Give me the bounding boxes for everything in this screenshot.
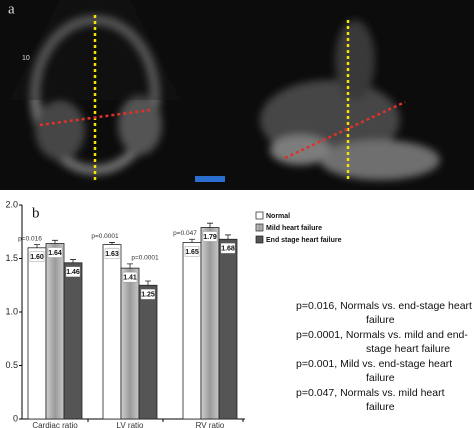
y-tick-label: 0 — [13, 413, 18, 423]
scale-label: 10 — [22, 55, 30, 62]
value-label-box — [140, 289, 156, 300]
legend: Normal Mild heart failure End stage heart … — [255, 211, 342, 244]
legend-label: Mild heart failure — [266, 225, 322, 232]
value-label-box — [29, 251, 45, 263]
bar — [182, 242, 202, 420]
note: p=0.047, Normals vs. mild heart failure — [296, 387, 445, 413]
value-label-box — [47, 247, 63, 258]
value-label-box — [202, 231, 218, 242]
error-bar — [70, 259, 76, 263]
bar — [102, 244, 122, 420]
notes: p=0.016, Normals vs. end-stage heart fai… — [296, 300, 472, 416]
bar — [200, 227, 220, 420]
value-label: 1.68 — [221, 246, 235, 253]
bar — [63, 262, 83, 420]
p-value: p=0.0001 — [131, 255, 159, 262]
value-label: 1.64 — [48, 250, 62, 257]
value-label: 1.60 — [30, 254, 44, 261]
ultrasound-image: a 10 — [0, 0, 474, 190]
error-bar — [127, 263, 133, 269]
y-tick-label: 1.5 — [5, 253, 18, 263]
error-bar — [225, 234, 231, 240]
x-tick-label: LV ratio — [117, 421, 145, 428]
value-label: 1.25 — [141, 292, 155, 299]
error-bar — [207, 222, 213, 228]
p-value: p=0.016 — [18, 235, 42, 242]
value-label-box — [104, 248, 120, 259]
error-bar — [34, 244, 40, 248]
legend-swatch — [255, 211, 264, 220]
legend-label: Normal — [266, 213, 290, 220]
bar — [218, 238, 238, 420]
bar — [120, 267, 140, 420]
value-label-box — [122, 271, 138, 283]
x-tick-label: Cardiac ratio — [32, 421, 78, 428]
value-label: 1.65 — [185, 249, 199, 256]
note: p=0.001, Mild vs. end-stage heart failur… — [296, 358, 453, 384]
panel-label: b — [32, 205, 40, 221]
note: p=0.0001, Normals vs. mild and end-stage… — [296, 329, 468, 355]
value-label-box — [65, 266, 81, 277]
value-label: 1.63 — [105, 251, 119, 258]
value-label: 1.41 — [123, 274, 137, 281]
panel-label: a — [8, 1, 15, 17]
y-tick-label: 0.5 — [5, 360, 18, 370]
bar — [27, 247, 47, 420]
value-label-box — [220, 243, 236, 254]
bar — [45, 243, 65, 420]
x-tick-label: RV ratio — [196, 421, 225, 428]
y-tick-label: 2.0 — [5, 199, 18, 209]
error-bar — [109, 242, 115, 245]
error-bar — [189, 238, 195, 243]
p-value: p=0.0001 — [91, 233, 119, 240]
legend-label: End stage heart failure — [266, 237, 342, 244]
value-label: 1.46 — [66, 269, 80, 276]
p-value: p=0.047 — [173, 230, 197, 237]
note: p=0.016, Normals vs. end-stage heart fai… — [296, 300, 472, 326]
legend-swatch — [255, 235, 264, 244]
error-bar — [52, 239, 58, 244]
value-label: 1.79 — [203, 234, 217, 241]
y-tick-label: 1.0 — [5, 306, 18, 316]
error-bar — [145, 280, 151, 286]
bar — [138, 284, 158, 420]
value-label-box — [184, 246, 200, 257]
legend-swatch — [255, 223, 264, 232]
